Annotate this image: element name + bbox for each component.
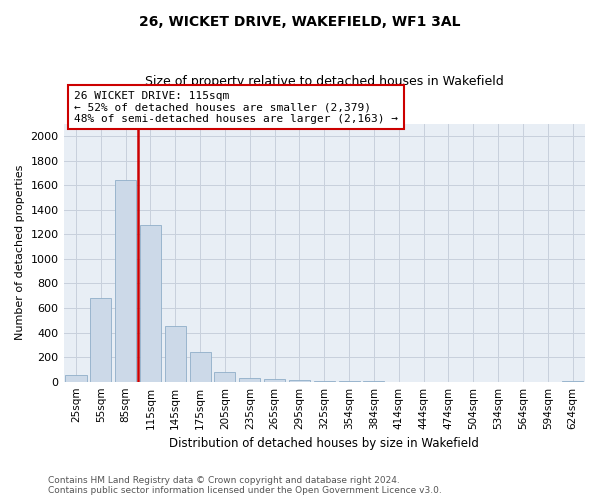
- Bar: [140, 224, 161, 382]
- Bar: [239, 378, 260, 382]
- Bar: [65, 375, 86, 382]
- Text: 26, WICKET DRIVE, WAKEFIELD, WF1 3AL: 26, WICKET DRIVE, WAKEFIELD, WF1 3AL: [139, 15, 461, 29]
- Bar: [165, 326, 186, 382]
- Bar: [214, 372, 235, 382]
- Bar: [562, 381, 583, 382]
- Y-axis label: Number of detached properties: Number of detached properties: [15, 165, 25, 340]
- Bar: [289, 380, 310, 382]
- Text: 26 WICKET DRIVE: 115sqm
← 52% of detached houses are smaller (2,379)
48% of semi: 26 WICKET DRIVE: 115sqm ← 52% of detache…: [74, 90, 398, 124]
- Bar: [314, 381, 335, 382]
- Title: Size of property relative to detached houses in Wakefield: Size of property relative to detached ho…: [145, 75, 503, 88]
- Bar: [90, 298, 112, 382]
- X-axis label: Distribution of detached houses by size in Wakefield: Distribution of detached houses by size …: [169, 437, 479, 450]
- Bar: [115, 180, 136, 382]
- Bar: [264, 379, 285, 382]
- Bar: [190, 352, 211, 382]
- Text: Contains HM Land Registry data © Crown copyright and database right 2024.
Contai: Contains HM Land Registry data © Crown c…: [48, 476, 442, 495]
